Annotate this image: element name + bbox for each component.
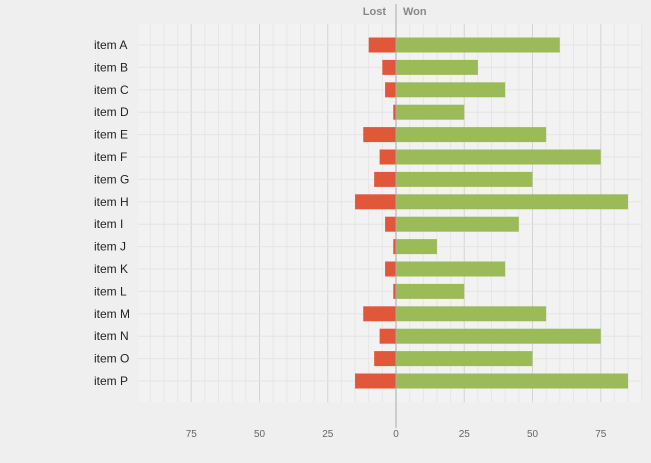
category-labels: item A item B item C item D item E item F item… xyxy=(94,38,130,388)
bars xyxy=(355,37,629,389)
lost-bar xyxy=(379,149,396,165)
lost-bar xyxy=(385,216,396,232)
category-label: item L xyxy=(94,284,127,298)
grid-lines xyxy=(138,24,643,402)
lost-bar xyxy=(374,171,396,187)
x-tick-label: 50 xyxy=(527,429,539,440)
lost-bar xyxy=(393,104,396,120)
category-label: item E xyxy=(94,128,128,142)
lost-bar xyxy=(355,373,396,389)
category-label: item A xyxy=(94,38,127,52)
won-bar xyxy=(396,104,465,120)
won-header-label: Won xyxy=(403,6,427,18)
lost-header-label: Lost xyxy=(363,6,387,18)
x-tick-label: 0 xyxy=(393,429,399,440)
lost-bar xyxy=(385,82,396,98)
won-bar xyxy=(396,171,533,187)
won-bar xyxy=(396,149,601,165)
category-label: item D xyxy=(94,105,129,119)
category-label: item B xyxy=(94,60,128,74)
category-label: item H xyxy=(94,195,129,209)
category-label: item M xyxy=(94,307,130,321)
won-bar xyxy=(396,261,506,277)
x-tick-label: 75 xyxy=(595,429,607,440)
category-label: item G xyxy=(94,172,129,186)
x-tick-label: 50 xyxy=(254,429,266,440)
lost-bar xyxy=(368,37,396,53)
category-label: item I xyxy=(94,217,123,231)
won-bar xyxy=(396,283,465,299)
category-label: item O xyxy=(94,352,129,366)
x-axis-ticks: 75 50 25 0 25 50 75 xyxy=(186,429,607,440)
lost-bar xyxy=(382,59,396,75)
won-bar xyxy=(396,59,478,75)
x-tick-label: 25 xyxy=(322,429,334,440)
won-bar xyxy=(396,82,506,98)
category-label: item K xyxy=(94,262,128,276)
x-tick-label: 75 xyxy=(186,429,198,440)
lost-bar xyxy=(374,351,396,367)
lost-bar xyxy=(379,328,396,344)
lost-bar xyxy=(363,306,396,322)
lost-bar xyxy=(355,194,396,210)
won-bar xyxy=(396,328,601,344)
won-bar xyxy=(396,37,560,53)
won-bar xyxy=(396,351,533,367)
plot-area xyxy=(138,24,642,402)
lost-bar xyxy=(393,239,396,255)
category-label: item C xyxy=(94,83,129,97)
category-label: item F xyxy=(94,150,127,164)
category-label: item J xyxy=(94,240,126,254)
won-bar xyxy=(396,194,629,210)
x-tick-label: 25 xyxy=(459,429,471,440)
won-bar xyxy=(396,373,629,389)
won-bar xyxy=(396,216,519,232)
lost-bar xyxy=(385,261,396,277)
category-label: item N xyxy=(94,329,129,343)
won-bar xyxy=(396,127,547,143)
won-bar xyxy=(396,239,437,255)
lost-bar xyxy=(363,127,396,143)
category-label: item P xyxy=(94,374,128,388)
won-bar xyxy=(396,306,547,322)
lost-bar xyxy=(393,283,396,299)
